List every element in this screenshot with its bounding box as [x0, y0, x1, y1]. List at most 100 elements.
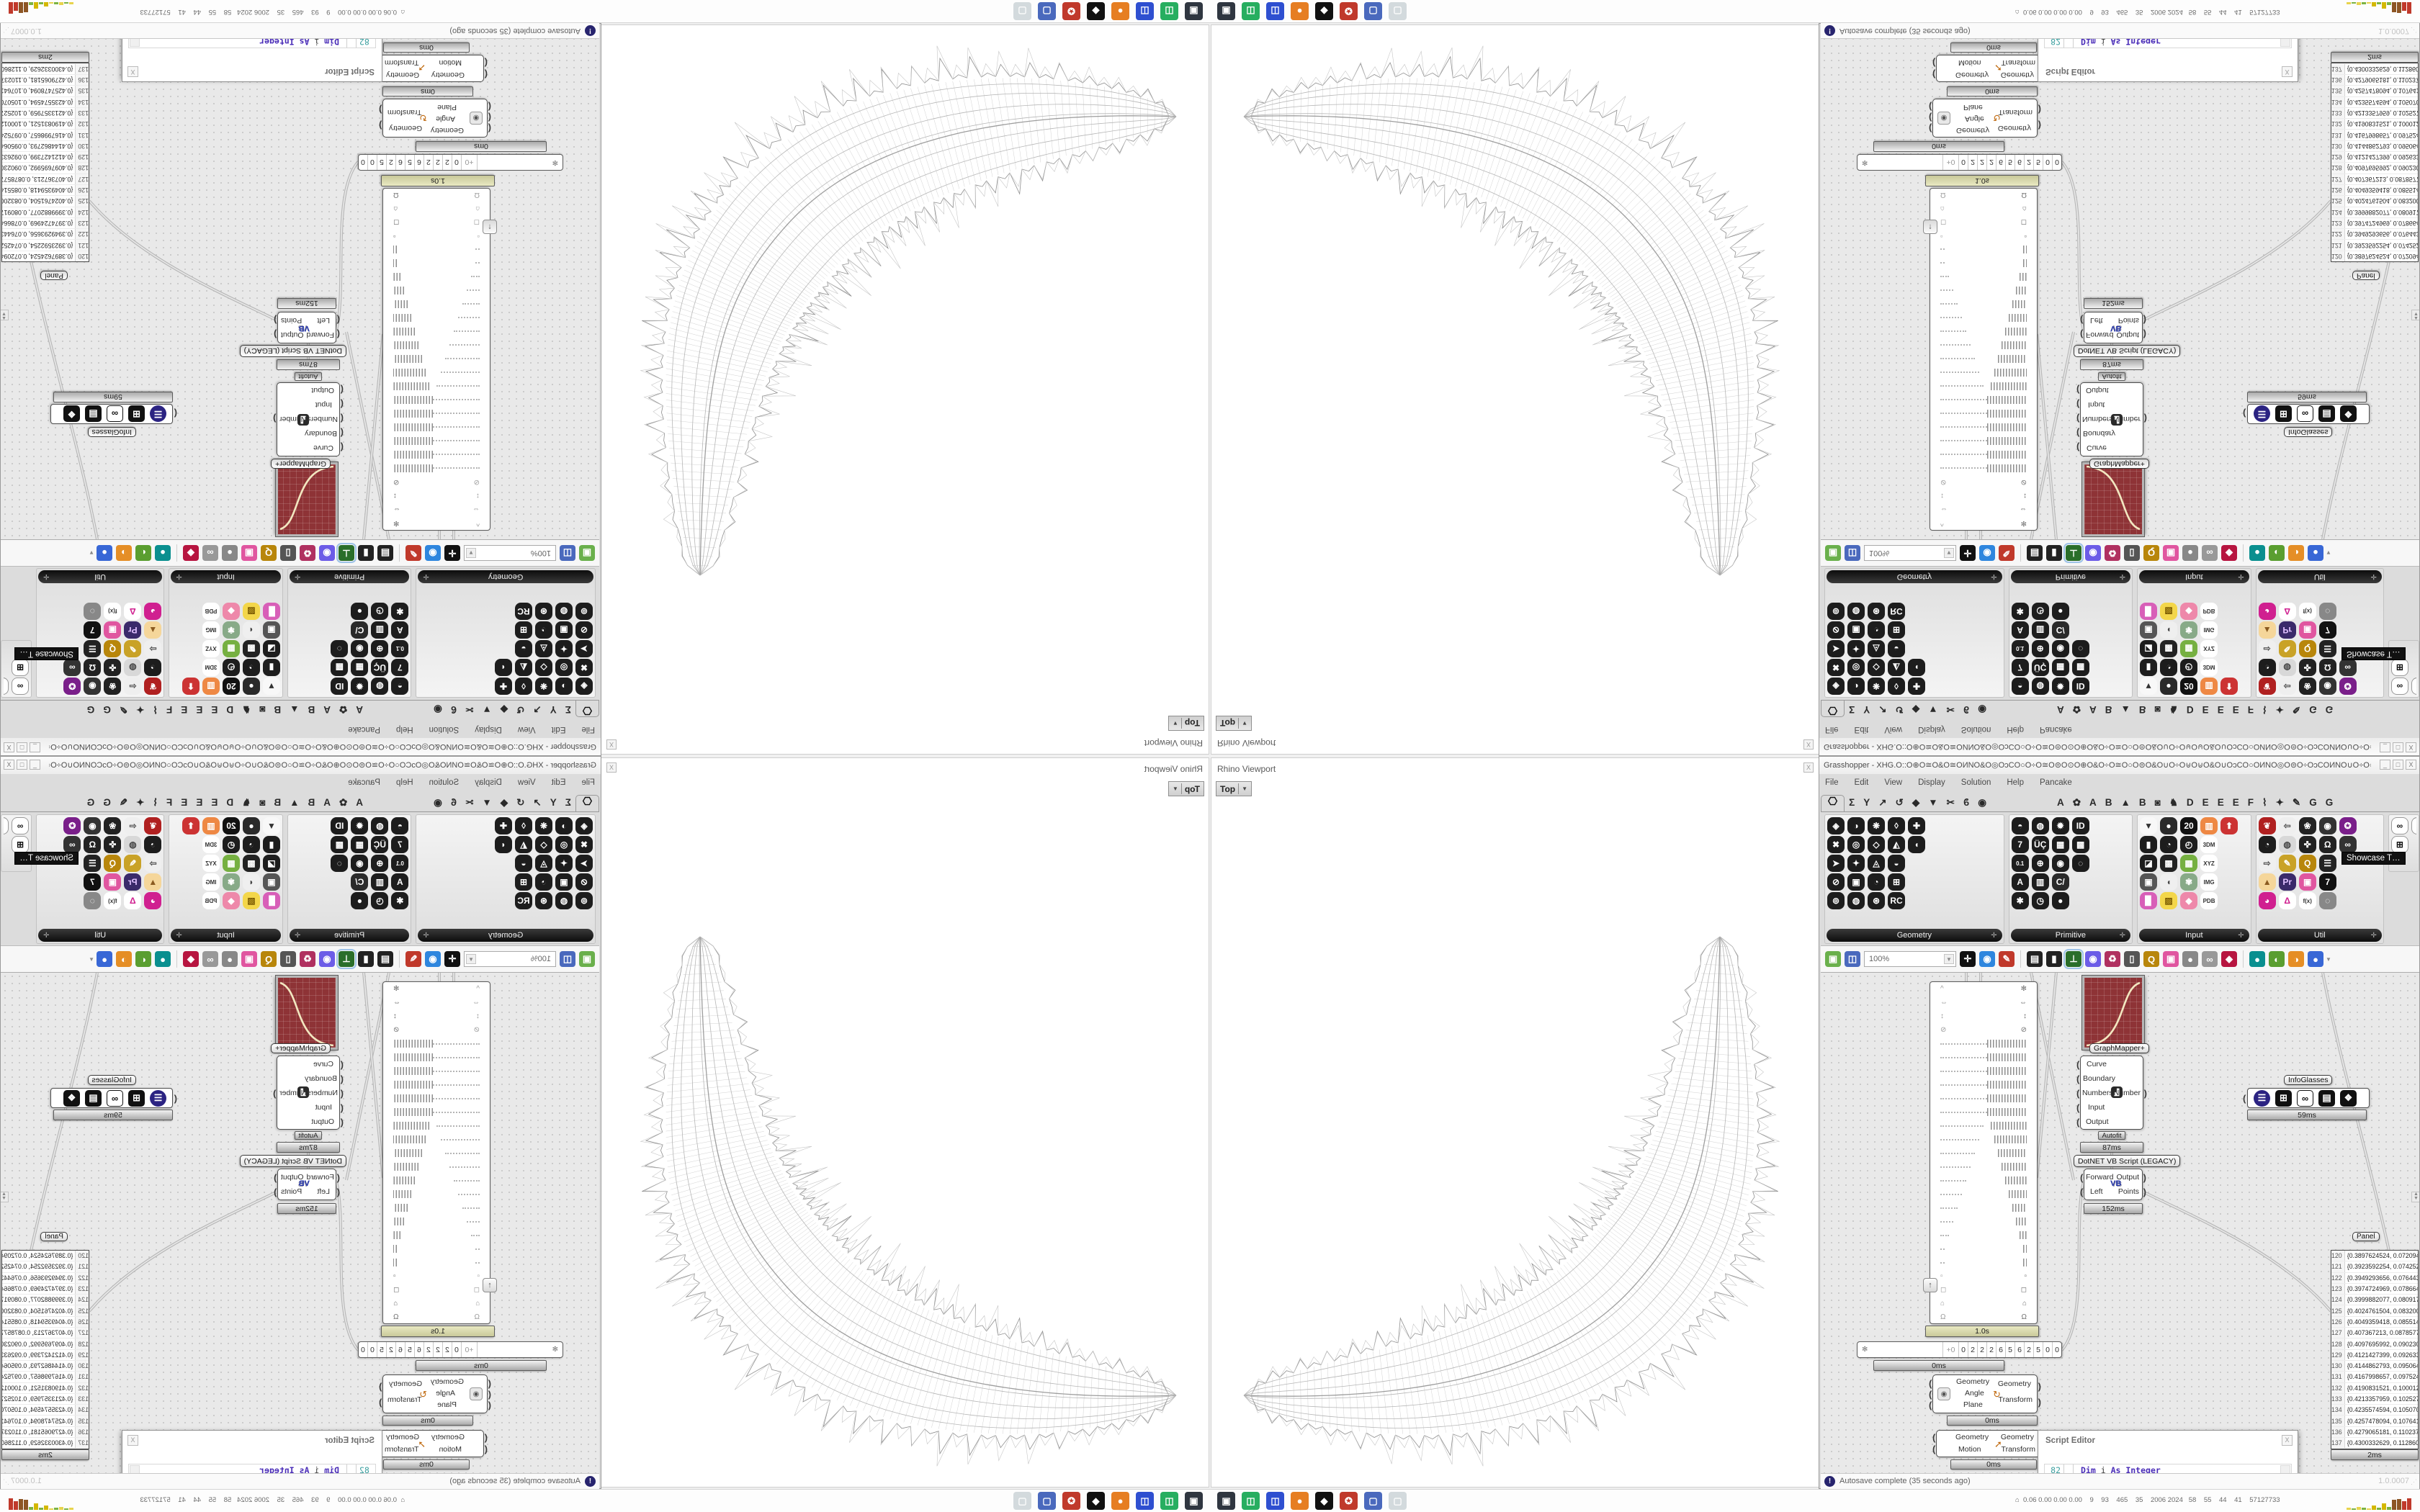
- component-icon[interactable]: 7: [84, 873, 102, 891]
- grasshopper-titlebar[interactable]: Grasshopper - XHG.O::O⊕O≅O&O≅OИNO&O◎OɔCO…: [1, 757, 601, 774]
- infoglasses-icon[interactable]: ∞: [107, 405, 123, 423]
- component-icon[interactable]: ▦: [2051, 659, 2069, 676]
- toolbar-icon[interactable]: ◑: [116, 951, 132, 967]
- gene-pool-row[interactable]: [1930, 352, 2037, 366]
- gene-pool-row[interactable]: [1930, 1064, 2037, 1078]
- resize-grip[interactable]: ⋰: [2411, 27, 2418, 34]
- component-icon[interactable]: ▦: [222, 640, 240, 657]
- taskbar-app-icon[interactable]: ✪: [1340, 2, 1358, 20]
- component-icon[interactable]: ÜÇ: [2031, 836, 2049, 853]
- infoglasses-label[interactable]: InfoGlasses: [2284, 427, 2333, 437]
- graph-mapper-label[interactable]: GraphMapper+: [2089, 1043, 2149, 1053]
- dotnet-component[interactable]: (( )) Forward Left VB Output Points: [2080, 1169, 2146, 1200]
- component-icon[interactable]: ●: [2160, 817, 2178, 834]
- digit-cell[interactable]: 6: [396, 1342, 405, 1357]
- gene-pool-row[interactable]: [1930, 1037, 2037, 1050]
- component-icon[interactable]: ➤: [575, 855, 593, 872]
- tab-category[interactable]: ✎: [119, 704, 128, 715]
- input-boundary[interactable]: Boundary: [305, 1074, 337, 1083]
- gene-pool-row[interactable]: [383, 1119, 490, 1133]
- taskbar-app-icon[interactable]: ▣: [1217, 2, 1235, 20]
- tab-category[interactable]: D: [2186, 797, 2194, 808]
- component-icon[interactable]: ▥: [2031, 873, 2049, 891]
- toolbar-icon[interactable]: ∞: [202, 951, 218, 967]
- palette-group-label[interactable]: Geometry ✛: [1827, 570, 2002, 583]
- component-icon[interactable]: ◌: [2318, 892, 2336, 909]
- digit-cell[interactable]: 5: [405, 155, 415, 170]
- component-icon[interactable]: ◆: [2180, 892, 2198, 909]
- component-icon[interactable]: ✜: [104, 836, 122, 853]
- component-icon[interactable]: ◉: [84, 817, 102, 834]
- gene-pool-row[interactable]: ⊘ ⊘: [383, 475, 490, 489]
- component-icon[interactable]: ⬆: [2220, 817, 2238, 834]
- minimize-button[interactable]: _: [30, 760, 40, 770]
- toolbar-icon[interactable]: ▣: [2163, 951, 2179, 967]
- component-icon[interactable]: C/: [351, 873, 369, 891]
- gene-pool-up-button[interactable]: ↑: [483, 1278, 497, 1292]
- component-icon[interactable]: ◖: [1908, 659, 1925, 676]
- toolbar-icon[interactable]: ◑: [116, 545, 132, 561]
- toolbar-icon[interactable]: ◉: [425, 951, 441, 967]
- rotate-component[interactable]: ((( )) ◉ Geometry Angle Plane ↻ Geometry…: [379, 99, 491, 138]
- tab-category[interactable]: F: [166, 797, 173, 808]
- data-panel[interactable]: 120{0.3897624524, 0.072094062, 0.0}121{0…: [1, 1250, 89, 1449]
- component-icon[interactable]: ⊘: [1827, 621, 1845, 639]
- component-icon[interactable]: ✹: [351, 678, 369, 695]
- gh-canvas[interactable]: ^✻⇔⇔↕↕⊘⊘▫▫◻◻⌂⌂ΩΩ()()()()()()()()()()()()…: [1821, 973, 2419, 1473]
- gene-pool-row[interactable]: [383, 1215, 490, 1228]
- input-angle[interactable]: Angle: [436, 1389, 455, 1398]
- component-icon[interactable]: ❦: [144, 678, 162, 695]
- input-boundary[interactable]: Boundary: [2083, 429, 2115, 438]
- tab-category[interactable]: ↺: [516, 797, 525, 808]
- component-icon[interactable]: ◪: [2140, 640, 2158, 657]
- component-icon[interactable]: ◌: [331, 640, 349, 657]
- toolbar-icon[interactable]: ▣: [241, 545, 257, 561]
- input-curve[interactable]: Curve: [2087, 1060, 2107, 1068]
- toolbar-icon[interactable]: ⊥: [336, 543, 357, 563]
- infoglasses-icon[interactable]: ▤: [85, 405, 102, 423]
- menu-solution[interactable]: Solution: [1960, 778, 1991, 787]
- input-forward[interactable]: Forward: [306, 330, 334, 339]
- gene-pool-row[interactable]: [1930, 338, 2037, 352]
- gene-pool-panel[interactable]: ^✻⇔⇔↕↕⊘⊘▫▫◻◻⌂⌂ΩΩ()()()()()()()()()()()()…: [382, 981, 490, 1324]
- component-icon[interactable]: RC: [1888, 892, 1905, 909]
- component-icon[interactable]: RC: [515, 603, 532, 620]
- taskbar-app-icon[interactable]: ◫: [1242, 1492, 1260, 1510]
- component-icon[interactable]: ◪: [2140, 855, 2158, 872]
- component-icon[interactable]: ID: [2071, 817, 2089, 834]
- component-icon[interactable]: ✹: [2051, 678, 2069, 695]
- gene-pool-row[interactable]: [383, 243, 490, 256]
- tab-category[interactable]: Σ: [1849, 704, 1855, 715]
- tab-category[interactable]: F: [2247, 797, 2254, 808]
- gene-pool-row[interactable]: ◻ ◻: [1930, 1283, 2037, 1297]
- input-geometry[interactable]: Geometry: [1955, 1433, 1989, 1441]
- showcase-icon[interactable]: ⊞: [2390, 659, 2408, 676]
- output-geometry[interactable]: Geometry: [2000, 71, 2034, 79]
- component-icon[interactable]: ▥: [202, 678, 220, 695]
- gene-pool-row[interactable]: [383, 325, 490, 338]
- component-icon[interactable]: Δ: [2278, 603, 2296, 620]
- tab-category[interactable]: G: [2309, 797, 2317, 808]
- digit-cell[interactable]: 2: [424, 1342, 434, 1357]
- component-icon[interactable]: ⬆: [182, 817, 200, 834]
- gene-pool-row[interactable]: [1930, 270, 2037, 284]
- component-icon[interactable]: ▣: [104, 873, 122, 891]
- palette-group-label[interactable]: Primitive ✛: [289, 929, 410, 942]
- infoglasses-icon[interactable]: ⊞: [128, 405, 145, 423]
- taskbar-app-icon[interactable]: ●: [1291, 2, 1309, 20]
- output-output[interactable]: Output: [2116, 330, 2139, 339]
- infoglasses-icon[interactable]: ☰: [2254, 1089, 2270, 1107]
- tab-category[interactable]: A: [2089, 704, 2097, 715]
- infoglasses-icon[interactable]: ▤: [85, 1089, 102, 1107]
- component-icon[interactable]: ∞: [2339, 659, 2357, 676]
- component-icon[interactable]: ◬: [535, 640, 552, 657]
- gene-pool-row[interactable]: [383, 1078, 490, 1092]
- toolbar-icon[interactable]: ▣: [579, 951, 595, 967]
- gene-pool-row[interactable]: ^ ✻: [1930, 516, 2037, 530]
- component-icon[interactable]: ◔: [144, 659, 162, 676]
- component-icon[interactable]: ❀: [2298, 817, 2316, 834]
- gene-pool-row[interactable]: ⊘ ⊘: [1930, 1023, 2037, 1037]
- component-icon[interactable]: ◓: [2011, 817, 2029, 834]
- gene-pool-up-button[interactable]: ↑: [483, 220, 497, 234]
